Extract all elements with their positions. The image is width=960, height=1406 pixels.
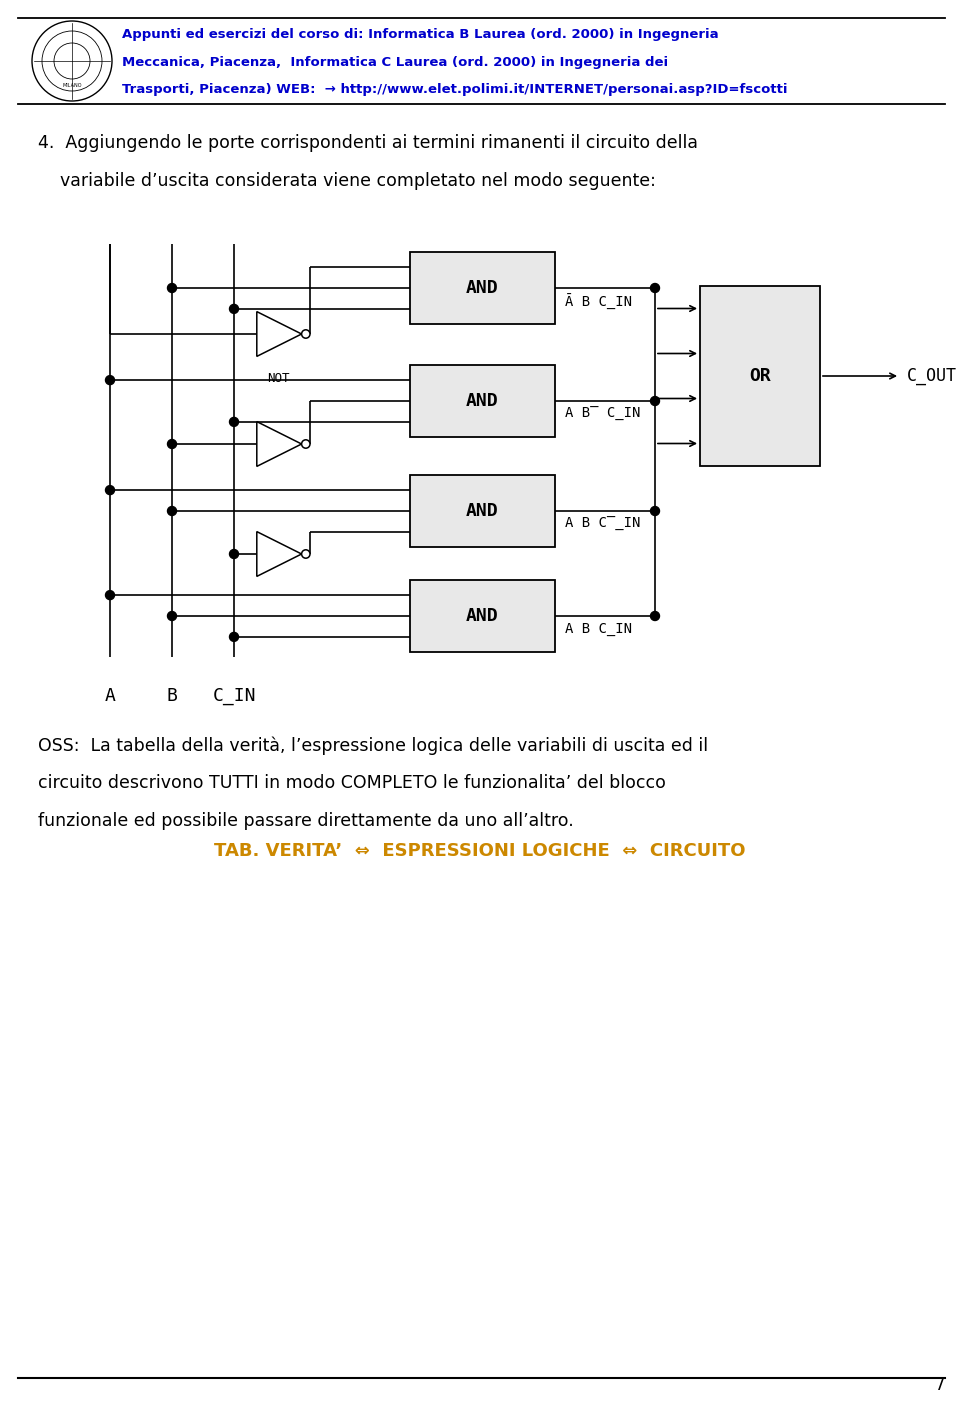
Circle shape xyxy=(106,591,114,599)
Text: NOT: NOT xyxy=(267,373,289,385)
Circle shape xyxy=(167,506,177,516)
Text: Appunti ed esercizi del corso di: Informatica B Laurea (ord. 2000) in Ingegneria: Appunti ed esercizi del corso di: Inform… xyxy=(122,28,719,41)
FancyBboxPatch shape xyxy=(410,252,555,323)
FancyBboxPatch shape xyxy=(410,581,555,652)
Circle shape xyxy=(651,396,660,405)
Text: TAB. VERITA’  ⇔  ESPRESSIONI LOGICHE  ⇔  CIRCUITO: TAB. VERITA’ ⇔ ESPRESSIONI LOGICHE ⇔ CIR… xyxy=(214,842,746,860)
Text: B: B xyxy=(167,688,178,704)
Text: A: A xyxy=(105,688,115,704)
Text: Trasporti, Piacenza) WEB:  → http://www.elet.polimi.it/INTERNET/personai.asp?ID=: Trasporti, Piacenza) WEB: → http://www.e… xyxy=(122,83,787,96)
Polygon shape xyxy=(257,531,301,576)
Text: C_IN: C_IN xyxy=(212,688,255,704)
Circle shape xyxy=(229,304,238,314)
Text: circuito descrivono TUTTI in modo COMPLETO le funzionalita’ del blocco: circuito descrivono TUTTI in modo COMPLE… xyxy=(38,773,666,792)
Circle shape xyxy=(106,375,114,385)
Circle shape xyxy=(301,550,310,558)
Text: A B C_IN: A B C_IN xyxy=(565,621,632,636)
Text: funzionale ed possibile passare direttamente da uno all’altro.: funzionale ed possibile passare direttam… xyxy=(38,813,574,830)
Text: Meccanica, Piacenza,  Informatica C Laurea (ord. 2000) in Ingegneria dei: Meccanica, Piacenza, Informatica C Laure… xyxy=(122,56,668,69)
Circle shape xyxy=(229,633,238,641)
Polygon shape xyxy=(257,312,301,356)
Circle shape xyxy=(651,284,660,292)
Text: AND: AND xyxy=(467,392,499,411)
Text: 7: 7 xyxy=(934,1376,945,1393)
FancyBboxPatch shape xyxy=(700,285,820,465)
Circle shape xyxy=(106,485,114,495)
Circle shape xyxy=(301,330,310,339)
Text: OR: OR xyxy=(749,367,771,385)
Circle shape xyxy=(229,550,238,558)
Polygon shape xyxy=(257,422,301,467)
FancyBboxPatch shape xyxy=(410,366,555,437)
Text: C_OUT: C_OUT xyxy=(907,367,957,385)
Text: A B C̅_IN: A B C̅_IN xyxy=(565,517,640,531)
Circle shape xyxy=(301,440,310,449)
Text: AND: AND xyxy=(467,502,499,520)
Circle shape xyxy=(167,440,177,449)
Text: 4.  Aggiungendo le porte corrispondenti ai termini rimanenti il circuito della: 4. Aggiungendo le porte corrispondenti a… xyxy=(38,134,698,152)
Circle shape xyxy=(651,506,660,516)
Circle shape xyxy=(651,612,660,620)
Text: AND: AND xyxy=(467,607,499,626)
Circle shape xyxy=(229,418,238,426)
Circle shape xyxy=(167,284,177,292)
Text: AND: AND xyxy=(467,278,499,297)
Circle shape xyxy=(167,612,177,620)
Text: variabile d’uscita considerata viene completato nel modo seguente:: variabile d’uscita considerata viene com… xyxy=(38,172,656,190)
FancyBboxPatch shape xyxy=(410,475,555,547)
Text: Ā B C_IN: Ā B C_IN xyxy=(565,294,632,311)
Text: OSS:  La tabella della verità, l’espressione logica delle variabili di uscita ed: OSS: La tabella della verità, l’espressi… xyxy=(38,735,708,755)
Text: MILANO: MILANO xyxy=(62,83,82,87)
Text: A B̅ C_IN: A B̅ C_IN xyxy=(565,406,640,420)
